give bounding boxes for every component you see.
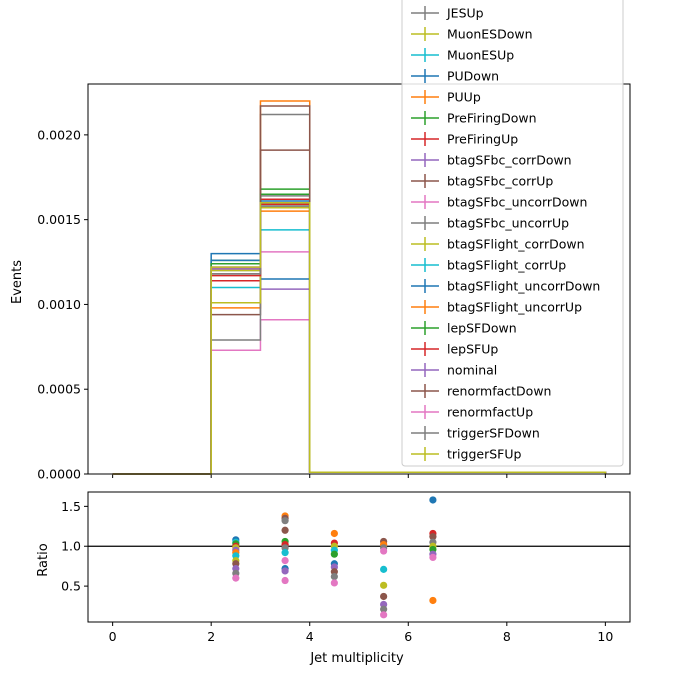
ratio-point	[330, 572, 338, 581]
ratio-point	[330, 529, 338, 538]
legend-label: triggerSFDown	[447, 426, 540, 441]
legend-entry: btagSFlight_uncorrDown	[411, 279, 600, 294]
legend-entry: btagSFbc_uncorrDown	[411, 195, 587, 210]
main-y-tick-label: 0.0000	[37, 467, 81, 482]
ratio-point	[281, 567, 289, 575]
main-y-tick-label: 0.0020	[37, 127, 81, 142]
legend-label: lepSFUp	[447, 342, 498, 357]
legend-label: PUUp	[447, 90, 481, 105]
x-axis-label: Jet multiplicity	[309, 651, 404, 666]
main-y-tick-label: 0.0005	[37, 382, 81, 397]
legend-label: MuonESDown	[447, 27, 533, 42]
legend-entry: MuonESDown	[411, 27, 533, 42]
ratio-point	[380, 581, 388, 589]
legend-entry: btagSFbc_uncorrUp	[411, 216, 569, 231]
histogram-line	[112, 201, 607, 475]
legend-label: JESUp	[446, 6, 484, 21]
legend-label: btagSFlight_corrDown	[447, 237, 585, 252]
ratio-x-tick-label: 4	[306, 629, 314, 644]
ratio-point	[281, 556, 289, 565]
ratio-plot-frame	[88, 492, 630, 622]
main-y-ticks: 0.0000 0.0005 0.0010 0.0015 0.0020	[37, 127, 88, 482]
ratio-point	[232, 574, 240, 582]
legend-entry: triggerSFDown	[411, 426, 540, 441]
ratio-point	[281, 576, 289, 585]
legend-entry: PreFiringUp	[411, 132, 518, 147]
legend-label: btagSFbc_corrUp	[447, 174, 553, 189]
ratio-point	[281, 526, 289, 534]
legend-box	[401, 0, 624, 467]
legend-label: btagSFbc_uncorrDown	[447, 195, 587, 210]
main-y-axis-label: Events	[10, 260, 25, 304]
ratio-point	[380, 611, 388, 619]
legend-label: btagSFbc_corrDown	[447, 153, 572, 168]
legend-label: renormfactDown	[447, 384, 551, 399]
ratio-point	[281, 549, 289, 557]
ratio-y-ticks: 0.5 1.0 1.5	[61, 499, 88, 594]
legend-entry: lepSFDown	[411, 321, 517, 336]
legend-label: nominal	[447, 363, 497, 378]
ratio-point	[429, 596, 437, 605]
main-plot-border	[87, 83, 631, 475]
ratio-y-tick-label: 1.5	[61, 499, 81, 514]
legend-label: btagSFbc_uncorrUp	[447, 216, 569, 231]
ratio-point	[281, 517, 289, 525]
legend-entry: btagSFlight_corrUp	[411, 258, 566, 273]
ratio-y-tick-label: 1.0	[61, 539, 81, 554]
ratio-x-tick-label: 6	[404, 629, 412, 644]
ratio-x-tick-label: 10	[597, 629, 613, 644]
legend-label: PreFiringUp	[447, 132, 518, 147]
legend-entry: renormfactUp	[411, 405, 533, 420]
legend-entry: renormfactDown	[411, 384, 551, 399]
legend-entry: btagSFlight_corrDown	[411, 237, 585, 252]
ratio-points	[232, 496, 437, 619]
legend-entry: lepSFUp	[411, 342, 498, 357]
ratio-plot-border	[87, 491, 631, 623]
legend-entry: btagSFbc_corrUp	[411, 174, 553, 189]
legend-entry: PreFiringDown	[411, 111, 537, 126]
legend-label: lepSFDown	[447, 321, 517, 336]
legend-entry: PUUp	[411, 90, 481, 105]
main-y-tick-label: 0.0015	[37, 212, 81, 227]
legend-entry: btagSFbc_corrDown	[411, 153, 572, 168]
legend-label: PUDown	[447, 69, 499, 84]
legend-label: MuonESUp	[447, 48, 514, 63]
legend-entry: triggerSFUp	[411, 447, 521, 462]
legend-entry: nominal	[411, 363, 497, 378]
legend-label: PreFiringDown	[447, 111, 537, 126]
legend-label: renormfactUp	[447, 405, 533, 420]
legend-entry: JESUp	[411, 6, 484, 21]
legend-label: btagSFlight_uncorrUp	[447, 300, 582, 315]
ratio-point	[429, 533, 437, 541]
ratio-point	[380, 605, 388, 613]
ratio-point	[330, 579, 338, 587]
ratio-x-ticks: 0 2 4 6 8 10	[109, 622, 613, 644]
ratio-y-axis-label: Ratio	[36, 543, 51, 576]
main-y-tick-label: 0.0010	[37, 297, 81, 312]
ratio-panel: 0.5 1.0 1.5 0 2 4 6 8 10 Ratio Jet multiplicity	[36, 491, 631, 666]
ratio-y-tick-label: 0.5	[61, 579, 81, 594]
legend-label: btagSFlight_uncorrDown	[447, 279, 600, 294]
ratio-point	[380, 565, 388, 573]
ratio-x-tick-label: 0	[109, 629, 117, 644]
ratio-point	[429, 553, 437, 561]
legend-entry: PUDown	[411, 69, 499, 84]
histogram-series	[112, 100, 607, 475]
legend-entry: btagSFlight_uncorrUp	[411, 300, 582, 315]
ratio-x-tick-label: 8	[503, 629, 511, 644]
legend-label: btagSFlight_corrUp	[447, 258, 566, 273]
ratio-point	[429, 496, 437, 504]
ratio-point	[330, 550, 338, 558]
ratio-point	[380, 547, 388, 555]
ratio-point	[380, 592, 388, 601]
legend: JESUp MuonESDown MuonESUp PUDown PUUp PreFiri…	[401, 0, 624, 467]
ratio-x-tick-label: 2	[207, 629, 215, 644]
legend-entry: MuonESUp	[411, 48, 514, 63]
legend-label: triggerSFUp	[447, 447, 521, 462]
